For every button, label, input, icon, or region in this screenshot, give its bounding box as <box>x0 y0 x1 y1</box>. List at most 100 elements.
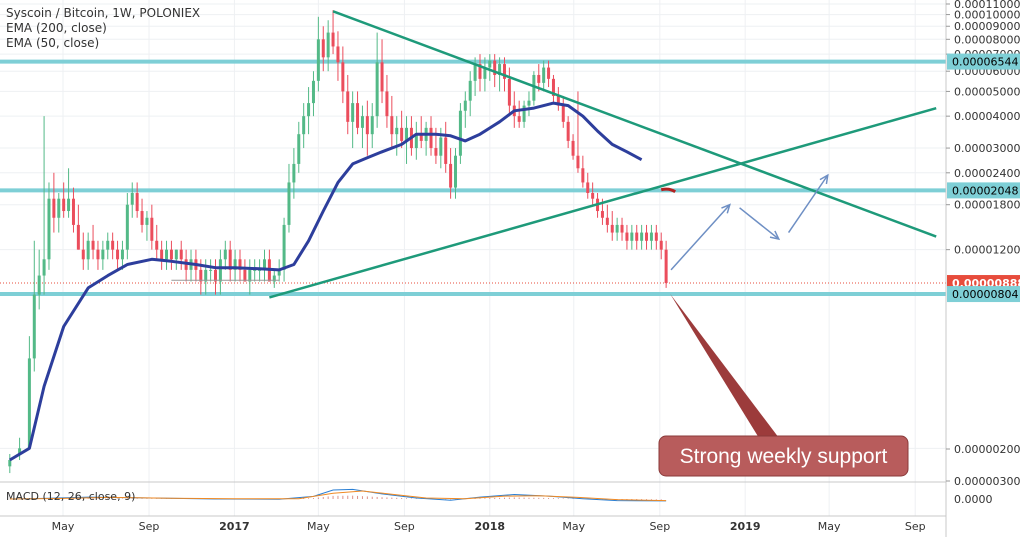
candle-body <box>576 155 580 169</box>
candle-body <box>380 62 384 92</box>
candle-body <box>165 249 169 260</box>
candle-body <box>591 193 595 199</box>
candle-body <box>67 198 71 212</box>
y-tick-label: 0.00002400 <box>954 167 1020 180</box>
candle-body <box>32 294 36 359</box>
candle-body <box>42 259 46 276</box>
candle-body <box>111 240 115 250</box>
candle-body <box>458 110 462 156</box>
candle-body <box>537 74 541 83</box>
candle-body <box>52 198 56 218</box>
candle-body <box>272 275 276 282</box>
candle-body <box>654 232 658 241</box>
candle-body <box>336 46 340 63</box>
candle-body <box>18 448 22 455</box>
x-tick-label: 2018 <box>474 520 505 533</box>
candle-body <box>140 211 144 225</box>
candle-body <box>556 95 560 106</box>
candle-body <box>645 232 649 241</box>
candle-body <box>571 140 575 156</box>
candle-body <box>635 232 639 241</box>
candle-body <box>223 249 227 260</box>
y-tick-label: 0.00000200 <box>954 443 1020 456</box>
y-tick-label: 0.00008000 <box>954 33 1020 46</box>
projection-arrow <box>670 204 731 271</box>
x-tick-label: May <box>52 520 75 533</box>
macd-label: MACD (12, 26, close, 9) <box>6 490 136 503</box>
candle-body <box>605 217 609 225</box>
candle-body <box>390 116 394 135</box>
candle-body <box>600 211 604 218</box>
candle-body <box>463 100 467 111</box>
y-tick-label: 0.00005000 <box>954 85 1020 98</box>
x-tick-label: May <box>307 520 330 533</box>
annotation-box <box>658 435 909 477</box>
candle-body <box>130 193 134 205</box>
candle-body <box>179 249 183 260</box>
price-label-text: 0.00006544 <box>952 56 1018 69</box>
red-tick-mark <box>660 187 677 194</box>
candle-body <box>233 259 237 270</box>
candle-body <box>385 91 389 117</box>
projection-arrow <box>787 174 829 233</box>
candle-body <box>248 269 252 282</box>
candle-body <box>517 116 521 122</box>
candle-body <box>81 249 85 260</box>
candle-body <box>150 217 154 241</box>
candle-body <box>625 232 629 241</box>
y-tick-label: 0.00003000 <box>954 142 1020 155</box>
candle-body <box>630 232 634 241</box>
candle-body <box>287 182 291 225</box>
candle-body <box>444 137 448 164</box>
candle-body <box>307 103 311 117</box>
y-tick-label: 0.00000300 <box>954 475 1020 488</box>
candle-body <box>258 269 262 271</box>
candle-body <box>375 62 379 117</box>
candle-body <box>659 240 663 250</box>
candle-body <box>96 249 100 260</box>
y-tick-label: 0.00001200 <box>954 244 1020 257</box>
candle-body <box>86 240 90 260</box>
x-tick-label: May <box>562 520 585 533</box>
x-tick-label: Sep <box>394 520 415 533</box>
candle-body <box>106 240 110 250</box>
trendline-ascending-support <box>269 106 937 299</box>
candle-body <box>321 39 325 58</box>
ema50-line <box>9 101 643 462</box>
candle-body <box>429 127 433 149</box>
annotation-text: Strong weekly support <box>680 445 888 468</box>
candle-body <box>586 182 590 194</box>
y-tick-label: 0.00001800 <box>954 199 1020 212</box>
candle-body <box>169 249 173 260</box>
candle-body <box>522 105 526 122</box>
candle-body <box>488 60 492 68</box>
candle-body <box>561 105 565 122</box>
candle-body <box>620 224 624 233</box>
candle-body <box>37 275 41 295</box>
y-tick-label: 0.00009000 <box>954 20 1020 33</box>
candle-body <box>262 259 266 270</box>
candle-body <box>243 269 247 282</box>
candle-body <box>649 232 653 241</box>
candle-body <box>282 224 286 270</box>
projection-arrow <box>739 207 780 240</box>
candle-body <box>145 217 149 225</box>
candle-body <box>365 116 369 135</box>
candle-body <box>356 103 360 128</box>
price-label-box <box>947 182 1020 199</box>
candle-body <box>76 224 80 250</box>
candle-body <box>316 39 320 81</box>
candle-body <box>331 32 335 47</box>
y-tick-label: 0.00011000 <box>954 0 1020 11</box>
annotation-pointer <box>670 293 779 438</box>
candle-body <box>581 168 585 183</box>
chart-title: Syscoin / Bitcoin, 1W, POLONIEX <box>6 6 201 20</box>
candle-body <box>468 80 472 101</box>
candle-body <box>311 80 315 104</box>
candle-body <box>218 259 222 282</box>
candle-body <box>174 249 178 260</box>
projection-arrow-head <box>819 173 829 185</box>
price-axis-background <box>946 0 1023 537</box>
y-tick-label: 0.00004000 <box>954 110 1020 123</box>
